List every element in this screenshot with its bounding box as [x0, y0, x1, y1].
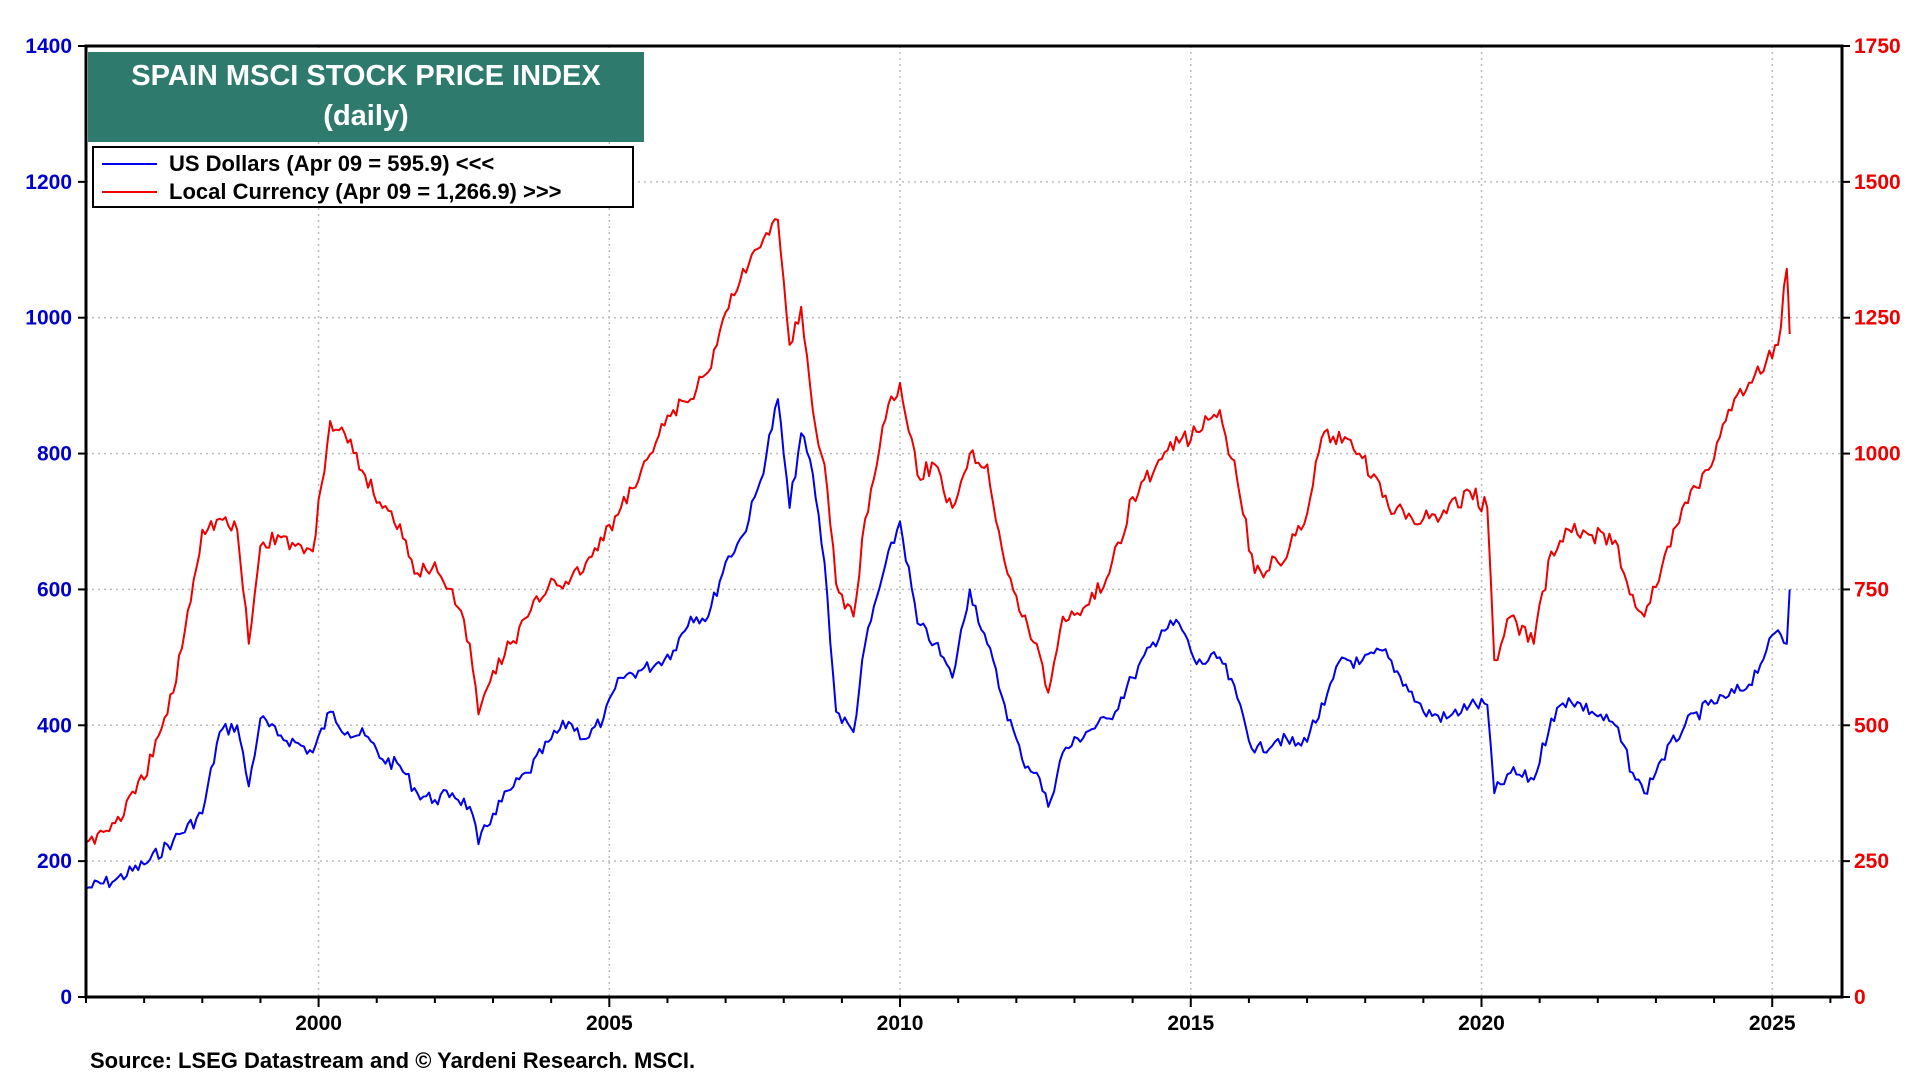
right-tick-label: 750 [1854, 578, 1889, 601]
right-axis-ticks: 0 250 500 750 1000 1250 1500 1750 [1842, 35, 1901, 1009]
right-tick-label: 1000 [1854, 443, 1901, 466]
x-tick-label: 2020 [1458, 1012, 1505, 1035]
right-tick-label: 500 [1854, 714, 1889, 737]
chart-title-box: SPAIN MSCI STOCK PRICE INDEX (daily) [88, 52, 644, 142]
left-tick-label: 0 [60, 986, 72, 1009]
series-line-usd [85, 398, 1791, 890]
plot-frame [84, 44, 1844, 999]
legend-label-local: Local Currency (Apr 09 = 1,266.9) >>> [169, 179, 562, 204]
x-tick-label: 2005 [586, 1012, 633, 1035]
legend-item-usd: US Dollars (Apr 09 = 595.9) <<< [102, 151, 494, 177]
series-line-local [85, 218, 1791, 845]
legend-item-local: Local Currency (Apr 09 = 1,266.9) >>> [102, 179, 562, 205]
right-tick-label: 250 [1854, 850, 1889, 873]
left-tick-label: 1200 [25, 171, 72, 194]
legend-label-usd: US Dollars (Apr 09 = 595.9) <<< [169, 151, 495, 176]
chart-subtitle: (daily) [323, 100, 409, 132]
x-tick-label: 2000 [295, 1012, 342, 1035]
left-tick-label: 200 [37, 850, 72, 873]
left-tick-label: 800 [37, 443, 72, 466]
chart-title: SPAIN MSCI STOCK PRICE INDEX [131, 60, 601, 92]
right-tick-label: 1750 [1854, 35, 1901, 58]
right-tick-label: 1500 [1854, 171, 1901, 194]
right-tick-label: 1250 [1854, 307, 1901, 330]
x-tick-label: 2015 [1167, 1012, 1214, 1035]
legend-swatch-usd [102, 163, 157, 165]
legend-swatch-local [102, 191, 157, 193]
grid [86, 46, 1842, 997]
left-axis-ticks: 0 200 400 600 800 1000 1200 1400 [25, 35, 86, 1009]
x-tick-label: 2010 [877, 1012, 924, 1035]
x-tick-label: 2025 [1749, 1012, 1796, 1035]
left-tick-label: 400 [37, 714, 72, 737]
source-note: Source: LSEG Datastream and © Yardeni Re… [90, 1048, 696, 1073]
left-tick-label: 600 [37, 578, 72, 601]
series-layer [85, 218, 1791, 890]
left-tick-label: 1400 [25, 35, 72, 58]
right-tick-label: 0 [1854, 986, 1866, 1009]
left-tick-label: 1000 [25, 307, 72, 330]
x-axis-ticks: 2000 2005 2010 2015 2020 2025 [85, 997, 1832, 1035]
legend: US Dollars (Apr 09 = 595.9) <<< Local Cu… [92, 146, 634, 208]
